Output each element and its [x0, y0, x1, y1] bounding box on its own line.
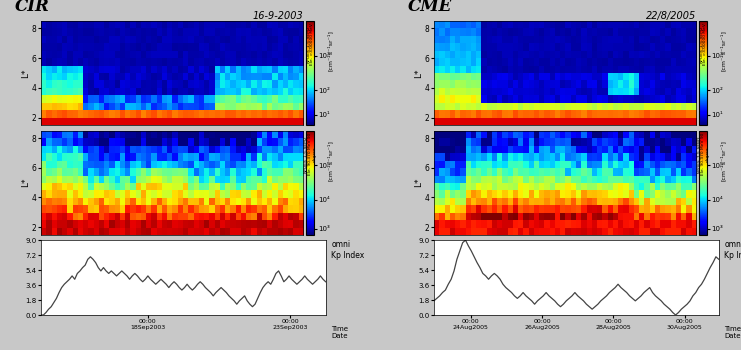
- Text: NPOES_1.5-SEM2
Ele. 90.370 MeV 90
degree: NPOES_1.5-SEM2 Ele. 90.370 MeV 90 degree: [303, 133, 316, 175]
- Y-axis label: L*: L*: [21, 68, 30, 78]
- Text: omni
Kp Index: omni Kp Index: [725, 240, 741, 260]
- Text: CME: CME: [408, 0, 452, 15]
- Text: omni
Kp Index: omni Kp Index: [331, 240, 365, 260]
- Title: [cm⁻²s⁻¹sr⁻¹]: [cm⁻²s⁻¹sr⁻¹]: [327, 140, 333, 181]
- Y-axis label: L*: L*: [414, 68, 423, 78]
- Text: Time
Date: Time Date: [725, 326, 741, 339]
- Title: [cm⁻²s⁻¹sr⁻¹]: [cm⁻²s⁻¹sr⁻¹]: [327, 30, 333, 71]
- Text: 22/8/2005: 22/8/2005: [645, 11, 696, 21]
- Text: NPOES_1.5-SEM2
Ele. 90.370 MeV 90
degree: NPOES_1.5-SEM2 Ele. 90.370 MeV 90 degree: [697, 133, 710, 175]
- Y-axis label: L*: L*: [21, 178, 30, 187]
- Text: Time
Date: Time Date: [331, 326, 348, 339]
- Title: [cm⁻²s⁻¹sr⁻¹]: [cm⁻²s⁻¹sr⁻¹]: [720, 140, 726, 181]
- Text: 16-9-2003: 16-9-2003: [252, 11, 303, 21]
- Text: CIR: CIR: [15, 0, 50, 15]
- Y-axis label: L*: L*: [414, 178, 423, 187]
- Title: [cm⁻²s⁻¹sr⁻¹]: [cm⁻²s⁻¹sr⁻¹]: [720, 30, 726, 71]
- Text: NPOES_1.5-SEM2
Ele. >3.00000 MeV: NPOES_1.5-SEM2 Ele. >3.00000 MeV: [306, 23, 314, 65]
- Text: NPOES_1.5-SEM2
Ele. >3.00000 MeV: NPOES_1.5-SEM2 Ele. >3.00000 MeV: [699, 23, 708, 65]
